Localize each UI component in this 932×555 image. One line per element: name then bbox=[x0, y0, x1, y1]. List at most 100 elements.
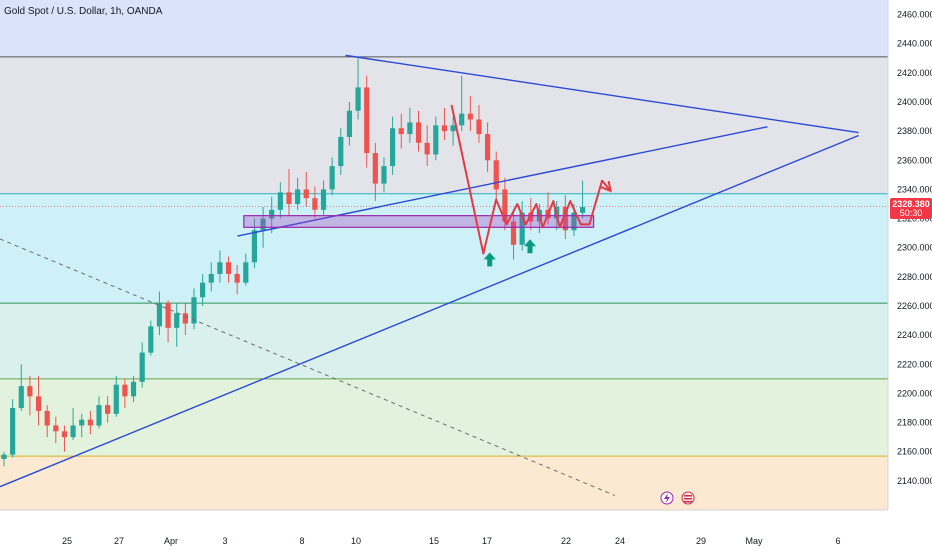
price-tick-label: 2420.000 bbox=[897, 68, 932, 78]
zone-band-3 bbox=[0, 303, 888, 379]
candle-body bbox=[381, 166, 387, 184]
candle-body bbox=[70, 425, 76, 438]
candle-body bbox=[312, 198, 318, 210]
candle-body bbox=[18, 386, 24, 408]
candle-body bbox=[260, 218, 266, 231]
candle-body bbox=[225, 262, 232, 274]
candle-body bbox=[415, 122, 422, 143]
time-tick-label: 29 bbox=[696, 536, 706, 546]
trendline-3[interactable] bbox=[0, 238, 615, 496]
price-tick-label: 2380.000 bbox=[897, 126, 932, 136]
candle-body bbox=[165, 303, 171, 328]
candle-body bbox=[424, 142, 430, 155]
time-tick-label: May bbox=[745, 536, 763, 546]
zone-band-4 bbox=[0, 378, 888, 457]
price-tick-label: 2140.000 bbox=[897, 476, 932, 486]
time-tick-label: 10 bbox=[351, 536, 361, 546]
price-tick-label: 2400.000 bbox=[897, 97, 932, 107]
zone-band-5 bbox=[0, 456, 888, 510]
price-axis-background bbox=[888, 0, 932, 550]
candle-body bbox=[338, 136, 344, 167]
candle-body bbox=[519, 212, 525, 245]
candle-body bbox=[571, 212, 577, 231]
candle-body bbox=[105, 405, 111, 414]
background-zones bbox=[0, 0, 888, 510]
candle-body bbox=[113, 384, 119, 414]
last-price-badge: 2328.380 50:30 bbox=[890, 198, 932, 219]
candle-body bbox=[53, 425, 59, 432]
chart-title: Gold Spot / U.S. Dollar, 1h, OANDA bbox=[4, 6, 163, 17]
candle-body bbox=[139, 352, 145, 382]
candle-body bbox=[251, 230, 258, 263]
candle-body bbox=[450, 125, 456, 132]
candle-body bbox=[27, 386, 33, 397]
support-zone-box[interactable] bbox=[243, 215, 595, 228]
candle-body bbox=[320, 189, 327, 210]
projection-path[interactable] bbox=[450, 104, 612, 255]
candle-body bbox=[61, 431, 68, 438]
flag-stripe-2 bbox=[684, 498, 692, 500]
trendline-2[interactable] bbox=[345, 54, 859, 134]
candle-body bbox=[156, 303, 163, 327]
projection-arrowhead bbox=[600, 180, 612, 193]
horizontal-levels bbox=[0, 56, 888, 457]
trendline-0[interactable] bbox=[0, 134, 859, 488]
time-tick-label: 8 bbox=[299, 536, 304, 546]
time-tick-label: 25 bbox=[62, 536, 72, 546]
bar-countdown: 50:30 bbox=[900, 208, 923, 218]
candle-body bbox=[277, 192, 283, 210]
candle-body bbox=[502, 189, 508, 222]
chart-icons[interactable] bbox=[660, 491, 695, 505]
candle-body bbox=[355, 87, 361, 111]
candle-body bbox=[433, 125, 439, 155]
candle-body bbox=[372, 153, 378, 184]
time-tick-label: 6 bbox=[835, 536, 840, 546]
arrow-up-icon-0 bbox=[483, 252, 496, 267]
price-axis[interactable]: 2460.000 2440.000 2420.000 2400.000 2380.000… bbox=[897, 10, 932, 486]
candle-body bbox=[234, 273, 240, 283]
time-tick-label: 22 bbox=[561, 536, 571, 546]
candle-body bbox=[346, 110, 353, 137]
candle-body bbox=[96, 405, 102, 426]
price-tick-label: 2300.000 bbox=[897, 243, 932, 253]
price-tick-label: 2240.000 bbox=[897, 330, 932, 340]
arrow-up-icon-1 bbox=[524, 239, 536, 254]
candle-body bbox=[407, 122, 413, 135]
trendline-1[interactable] bbox=[237, 126, 768, 237]
candle-body bbox=[459, 113, 465, 126]
time-tick-label: 3 bbox=[222, 536, 227, 546]
candle-body bbox=[217, 262, 223, 274]
candle-body bbox=[191, 297, 197, 324]
candle-body bbox=[398, 128, 404, 135]
price-tick-label: 2180.000 bbox=[897, 418, 932, 428]
candle-body bbox=[580, 206, 586, 213]
candle-body bbox=[269, 209, 275, 219]
candle-body bbox=[329, 166, 335, 190]
candle-body bbox=[295, 189, 301, 204]
candle-body bbox=[148, 326, 154, 353]
time-tick-label: 24 bbox=[615, 536, 625, 546]
candle-body bbox=[493, 160, 499, 190]
price-tick-label: 2220.000 bbox=[897, 359, 932, 369]
last-price-value: 2328.380 bbox=[892, 199, 930, 209]
candle-body bbox=[243, 262, 249, 283]
price-tick-label: 2160.000 bbox=[897, 447, 932, 457]
zone-band-2 bbox=[0, 193, 888, 304]
candle-body bbox=[208, 273, 214, 283]
candlesticks bbox=[1, 58, 586, 467]
time-axis[interactable]: 25 27 Apr 3 8 10 15 17 22 24 29 May 6 bbox=[62, 536, 841, 546]
candle-body bbox=[510, 221, 517, 245]
candle-body bbox=[79, 419, 85, 426]
candle-body bbox=[562, 206, 568, 231]
candle-body bbox=[10, 408, 16, 455]
time-tick-label: 17 bbox=[482, 536, 492, 546]
price-tick-label: 2200.000 bbox=[897, 388, 932, 398]
candle-body bbox=[476, 119, 482, 135]
price-tick-label: 2260.000 bbox=[897, 301, 932, 311]
candle-body bbox=[485, 134, 491, 161]
flag-stripe-3 bbox=[684, 501, 692, 503]
trendlines bbox=[0, 54, 859, 496]
flag-stripe-1 bbox=[684, 495, 692, 497]
